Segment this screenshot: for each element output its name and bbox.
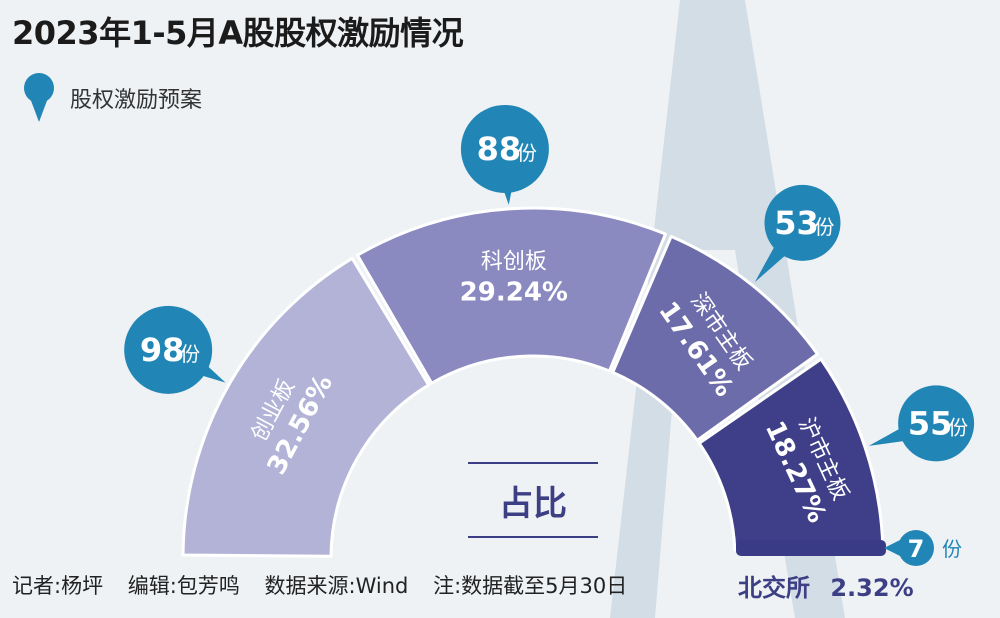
slice-chuangyeban (181, 256, 431, 558)
slice-shenshi-zhuban (611, 234, 819, 442)
footer: 记者:杨坪 编辑:包芳鸣 数据来源:Wind 注:数据截至5月30日 (12, 570, 645, 600)
count-value: 55 (908, 404, 953, 442)
footer-note: 注:数据截至5月30日 (433, 574, 628, 598)
count-unit: 份 (948, 415, 968, 439)
footer-reporter: 记者:杨坪 (12, 574, 104, 598)
footer-editor: 编辑:包芳鸣 (127, 574, 240, 598)
count-value: 7 (908, 535, 925, 563)
slice-kechuangban (355, 206, 667, 385)
count-value: 88 (477, 130, 522, 168)
count-unit: 份 (814, 215, 834, 239)
legend: 股权激励预案 (22, 72, 202, 124)
count-value: 53 (774, 204, 819, 242)
count-bubble-kechuangban: 88份 (460, 104, 549, 205)
count-value: 98 (140, 331, 185, 369)
count-bubble-chuangyeban: 98份 (124, 305, 226, 394)
bjs-percent: 2.32% (830, 574, 914, 602)
percent-label: 29.24% (460, 278, 568, 308)
count-bubble-shenshi-zhuban: 53份 (754, 184, 841, 283)
slice-beijiaosuo (736, 540, 886, 556)
count-unit: 份 (942, 537, 962, 561)
category-label: 科创板 (481, 250, 547, 275)
bjs-label: 北交所 2.32% (738, 568, 914, 603)
count-unit: 份 (180, 342, 200, 366)
count-unit: 份 (517, 141, 537, 165)
count-bubble-hushi-zhuban: 55份 (868, 385, 975, 462)
legend-label: 股权激励预案 (70, 88, 203, 113)
footer-source: 数据来源:Wind (264, 574, 409, 598)
slice-label-kechuangban: 科创板 29.24% (460, 250, 568, 308)
map-pin-icon (24, 73, 54, 122)
center-label: 占比 (468, 462, 598, 538)
chart-title: 2023年1-5月A股股权激励情况 (12, 14, 464, 52)
bjs-category: 北交所 (738, 574, 810, 602)
